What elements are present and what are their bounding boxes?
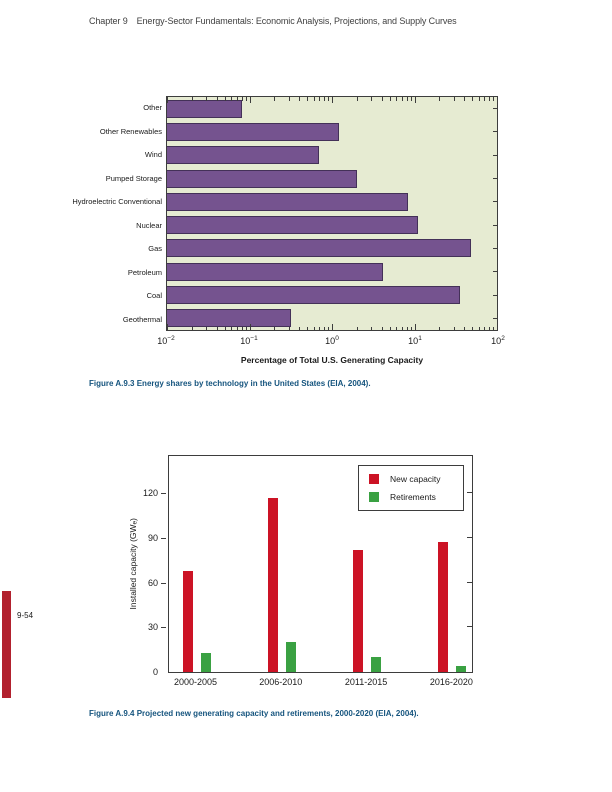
x-tick-label: 101 [408, 335, 422, 346]
capacity-share-bar [167, 262, 383, 281]
bar-row [167, 192, 497, 211]
bar-group [182, 570, 211, 672]
bar-row [167, 99, 497, 118]
capacity-share-bar [167, 286, 461, 305]
y-tick-label: 120 [142, 488, 158, 498]
retirements-bar [456, 666, 467, 672]
x-tick-label: 2006-2010 [259, 677, 303, 687]
new-capacity-bar [438, 542, 449, 672]
capacity-share-bar [167, 122, 339, 141]
energy-shares-x-axis-title: Percentage of Total U.S. Generating Capa… [240, 355, 424, 365]
category-label: Nuclear [136, 220, 162, 230]
running-header: Chapter 9 Energy-Sector Fundamentals: Eco… [89, 16, 457, 26]
x-tick-label: 2016-2020 [429, 677, 473, 687]
chapter-number: Chapter 9 [89, 16, 128, 26]
page-number: 9-54 [17, 611, 34, 620]
page-edge-tab [2, 591, 11, 698]
bar-row [167, 309, 497, 328]
retirements-bar [285, 642, 296, 672]
category-label: Coal [146, 291, 162, 300]
y-axis-tick [161, 582, 166, 584]
category-label: Petroleum [127, 267, 162, 277]
category-label: Geothermal [122, 314, 162, 324]
energy-shares-plot [166, 96, 498, 331]
energy-shares-xtick-labels: 10−2 10−1 100 101 102 [157, 335, 505, 349]
capacity-share-bar [167, 169, 357, 188]
right-axis-tick [467, 536, 472, 538]
category-label: Gas [148, 244, 162, 253]
category-label: Pumped Storage [105, 173, 162, 183]
chapter-title: Energy-Sector Fundamentals: Economic Ana… [136, 16, 457, 26]
bar-group [353, 549, 382, 672]
capacity-share-bar [167, 239, 471, 258]
bar-group [267, 497, 296, 672]
category-label: Hydroelectric Conventional [72, 197, 162, 206]
x-tick-label: 10−2 [157, 335, 175, 346]
bar-row [167, 146, 497, 165]
capacity-projection-xtick-labels: 2000-2005 2006-2010 2011-2015 2016-2020 [168, 677, 473, 689]
right-axis-tick [467, 492, 472, 493]
energy-shares-category-labels: Other Other Renewables Wind Pumped Storage H… [28, 96, 162, 331]
x-tick-label: 2000-2005 [173, 677, 218, 687]
capacity-share-bar [167, 192, 409, 211]
capacity-projection-legend: New capacity Retirements [358, 465, 464, 511]
y-tick-label: 30 [147, 622, 158, 633]
capacity-share-bar [167, 216, 418, 235]
bar-row [167, 216, 497, 235]
figure-a94-caption: Figure A.9.4 Projected new generating ca… [89, 709, 419, 718]
legend-label: Retirements [390, 492, 436, 502]
bar-row [167, 262, 497, 281]
category-label: Other [143, 103, 162, 112]
x-tick-label: 102 [491, 335, 505, 346]
legend-label: New capacity [390, 474, 441, 484]
right-axis-tick [467, 581, 472, 583]
x-tick-label: 2011-2015 [344, 677, 388, 687]
x-axis-tick [497, 97, 498, 103]
figure-a93-caption: Figure A.9.3 Energy shares by technology… [89, 379, 371, 388]
capacity-projection-ytick-labels: 0 30 60 90 120 [130, 455, 158, 677]
y-tick-label: 0 [152, 667, 158, 677]
bar-row [167, 122, 497, 141]
new-capacity-bar [267, 497, 278, 672]
x-tick-label: 10−1 [240, 335, 258, 346]
y-axis-tick [161, 627, 166, 629]
new-capacity-bar [353, 549, 364, 672]
new-capacity-bar [182, 570, 193, 672]
capacity-share-bar [167, 309, 292, 328]
category-label: Other Renewables [99, 126, 162, 136]
bar-row [167, 169, 497, 188]
retirements-bar [200, 652, 211, 672]
x-axis-tick [497, 324, 498, 330]
retirements-bar [371, 657, 382, 672]
y-axis-tick [161, 493, 166, 494]
y-tick-label: 90 [147, 532, 158, 543]
bar-group [438, 542, 467, 672]
bar-row [167, 239, 497, 258]
capacity-share-bar [167, 99, 242, 118]
x-tick-label: 100 [325, 335, 339, 346]
capacity-projection-ytick-marks [161, 455, 167, 673]
bar-row [167, 286, 497, 305]
legend-item: Retirements [369, 492, 463, 502]
y-tick-label: 60 [147, 577, 158, 588]
legend-swatch-icon [369, 474, 379, 484]
category-label: Wind [144, 150, 162, 159]
right-axis-tick [467, 626, 472, 628]
legend-item: New capacity [369, 474, 463, 484]
legend-swatch-icon [369, 492, 379, 502]
y-axis-tick [161, 537, 166, 539]
capacity-share-bar [167, 146, 320, 165]
